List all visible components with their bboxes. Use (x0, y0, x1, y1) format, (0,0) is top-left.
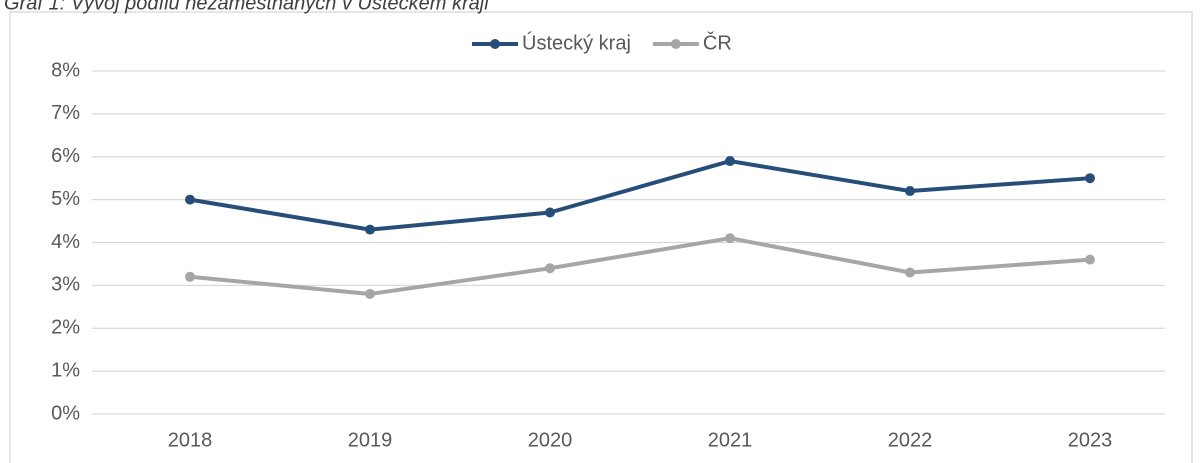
series-line (189, 159, 1091, 232)
legend-label: ČR (703, 31, 732, 54)
y-tick-label: 8% (51, 59, 80, 81)
legend-marker (490, 39, 500, 49)
y-tick-label: 5% (51, 188, 80, 210)
chart-title: Graf 1: Vývoj podílu nezaměstnaných v Ús… (4, 0, 489, 14)
data-point (1085, 254, 1095, 265)
y-tick-label: 0% (51, 402, 80, 424)
y-tick-label: 1% (51, 359, 80, 381)
legend-label: Ústecký kraj (522, 31, 631, 54)
data-point (725, 233, 735, 244)
legend-marker (670, 39, 681, 49)
y-tick-label: 7% (51, 102, 80, 124)
series-line (189, 236, 1091, 296)
data-point (545, 263, 555, 274)
data-point (185, 194, 195, 205)
data-point (185, 271, 195, 282)
data-point (365, 288, 375, 299)
x-tick-label: 2022 (888, 429, 933, 451)
x-tick-label: 2018 (168, 429, 213, 451)
y-tick-label: 2% (51, 317, 80, 339)
x-tick-label: 2023 (1068, 429, 1113, 451)
chart-frame (9, 11, 1193, 463)
data-point (1085, 173, 1095, 184)
data-point (545, 207, 555, 218)
y-tick-label: 6% (51, 145, 80, 167)
y-tick-label: 3% (51, 274, 80, 296)
y-tick-label: 4% (51, 231, 80, 253)
data-point (905, 186, 915, 197)
data-point (905, 267, 915, 278)
data-point (725, 156, 735, 167)
data-point (365, 224, 375, 235)
x-tick-label: 2021 (708, 429, 753, 451)
x-tick-label: 2020 (528, 429, 573, 451)
x-tick-label: 2019 (348, 429, 393, 451)
